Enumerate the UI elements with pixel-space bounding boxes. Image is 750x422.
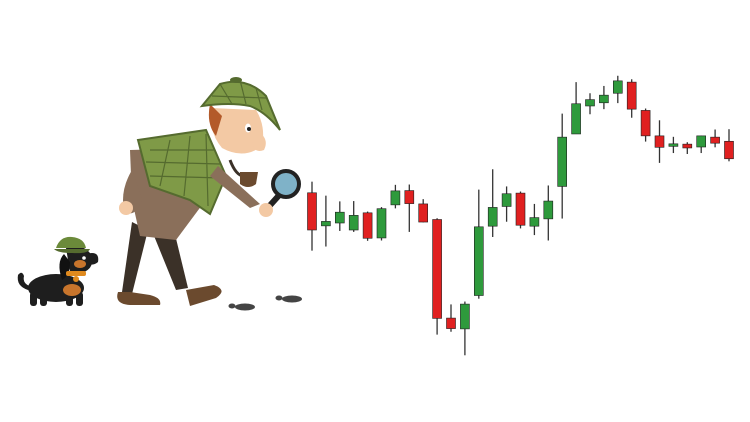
bearish-candle-body (640, 110, 651, 137)
candle-13 (473, 189, 484, 299)
bearish-candle-body (307, 192, 317, 231)
candle-10 (432, 218, 442, 335)
bullish-candle-body (612, 80, 623, 94)
bearish-candle-body (404, 190, 415, 204)
bearish-candle-body (654, 135, 665, 148)
candle-6 (376, 207, 387, 241)
candle-26 (654, 120, 665, 163)
bearish-candle-body (446, 317, 456, 329)
candle-16 (515, 191, 526, 229)
candle-4 (348, 201, 359, 232)
bearish-candle-body (418, 203, 429, 223)
candle-19 (557, 113, 568, 219)
candle-24 (626, 79, 637, 118)
bullish-candle-body (529, 217, 540, 227)
bullish-candle-body (501, 193, 512, 207)
bullish-candle-body (390, 190, 401, 206)
bullish-candle-body (376, 208, 387, 239)
bullish-candle-body (668, 143, 679, 147)
bullish-candle-body (543, 200, 554, 220)
bearish-candle-body (682, 143, 693, 149)
candle-3 (334, 201, 345, 231)
footprints-icon (228, 295, 302, 311)
bearish-candle-body (626, 81, 637, 110)
bullish-candle-body (334, 211, 345, 224)
bearish-candle-body (432, 219, 442, 319)
candle-12 (460, 301, 470, 356)
candle-11 (446, 304, 456, 332)
candle-7 (390, 184, 401, 209)
candle-31 (724, 129, 734, 162)
bullish-candle-body (321, 221, 331, 227)
candle-27 (668, 136, 679, 154)
bullish-candle-body (460, 303, 470, 330)
candle-2 (321, 195, 331, 247)
bullish-candle-body (473, 226, 484, 296)
candle-17 (529, 203, 540, 236)
bearish-candle-body (362, 212, 373, 239)
candlestick-chart (307, 75, 734, 356)
bullish-candle-body (599, 94, 609, 104)
bullish-candle-body (557, 136, 568, 187)
candle-15 (501, 186, 512, 222)
candle-23 (612, 75, 623, 104)
candle-30 (710, 129, 720, 148)
candle-25 (640, 108, 651, 142)
bearish-candle-body (710, 136, 720, 144)
candle-8 (404, 184, 415, 232)
candle-20 (571, 82, 581, 135)
bullish-candle-body (571, 103, 581, 135)
candle-5 (362, 211, 373, 241)
dachshund-in-deerstalker-icon (17, 236, 99, 306)
candle-18 (543, 185, 554, 241)
bearish-candle-body (515, 192, 526, 226)
candle-28 (682, 142, 693, 154)
bullish-candle-body (585, 99, 595, 107)
bullish-candle-body (348, 215, 359, 231)
candle-9 (418, 199, 429, 223)
candle-1 (307, 181, 317, 251)
bullish-candle-body (696, 135, 707, 148)
detective-with-magnifying-glass-icon (117, 77, 301, 306)
candle-29 (696, 135, 707, 154)
bearish-candle-body (724, 140, 734, 160)
candle-14 (487, 169, 498, 237)
bullish-candle-body (487, 207, 498, 227)
candle-22 (599, 85, 609, 110)
candle-21 (585, 93, 595, 115)
